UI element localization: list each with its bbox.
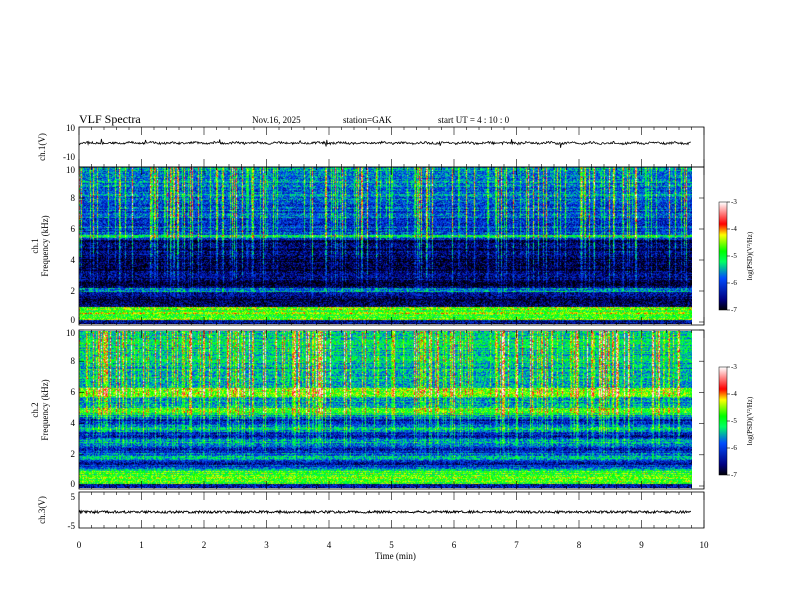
ch2-spec-frame — [78, 329, 705, 490]
x-tick-label: 6 — [451, 539, 457, 550]
ch1-freq-tick-label: 8 — [70, 192, 76, 203]
ch1-wave-tick-label: -10 — [63, 151, 75, 162]
x-tick-label: 8 — [576, 539, 582, 550]
colorbar-tick-label: -7 — [731, 471, 737, 479]
colorbar-tick-label: -3 — [731, 363, 737, 371]
ch1-freq-tick-label: 4 — [70, 254, 76, 265]
station-label: station=GAK — [343, 115, 392, 125]
ch3-waveform-line — [78, 509, 692, 515]
x-tick-label: 2 — [201, 539, 207, 550]
ch1-ylabel-line2: Frequency (kHz) — [40, 215, 50, 277]
x-tick-label: 1 — [139, 539, 144, 550]
ch1-spectrogram — [79, 167, 692, 324]
start-time-label: start UT = 4 : 10 : 0 — [438, 115, 510, 125]
ch1-ylabel-line1: ch.1 — [30, 238, 40, 254]
ch1-freq-tick-label: 0 — [70, 314, 76, 325]
ch2-ylabel-line2: Frequency (kHz) — [40, 379, 50, 441]
colorbar-frame — [718, 201, 728, 311]
ch2-freq-tick-label: 4 — [70, 418, 76, 429]
ch1-freq-tick-label: 10 — [66, 164, 75, 175]
colorbar-tick-label: -4 — [731, 390, 737, 398]
ch1-wave-tick-label: 10 — [66, 122, 75, 133]
ch2-spec-ylabel: ch.2 Frequency (kHz) — [30, 360, 50, 460]
x-tick-label: 0 — [76, 539, 82, 550]
figure-title: VLF Spectra — [79, 112, 141, 126]
x-tick-label: 7 — [514, 539, 519, 550]
colorbar-tick-label: -3 — [731, 198, 737, 206]
ch3-wave-tick-label: 5 — [70, 491, 76, 502]
x-tick-label: 3 — [264, 539, 269, 550]
ch1-colorbar — [719, 202, 727, 310]
ch1-freq-tick-label: 6 — [70, 223, 76, 234]
colorbar-tick-label: -6 — [731, 444, 737, 452]
ch1-freq-tick-label: 2 — [70, 285, 76, 296]
x-tick-label: 9 — [639, 539, 644, 550]
colorbar-frame — [718, 366, 728, 476]
x-tick-label: 5 — [389, 539, 394, 550]
ch2-colorbar — [719, 367, 727, 475]
colorbar-tick-label: -6 — [731, 279, 737, 287]
colorbar-tick-label: -5 — [731, 252, 737, 260]
ch2-freq-tick-label: 10 — [66, 327, 75, 338]
ch1-waveform-line — [78, 138, 691, 148]
ch2-colorbar-label: log(PSD)(V²/Hz) — [746, 396, 754, 446]
ch2-freq-tick-label: 6 — [70, 386, 76, 397]
ch1-spec-frame — [78, 166, 705, 326]
ch2-freq-tick-label: 0 — [70, 478, 76, 489]
colorbar-tick-label: -5 — [731, 417, 737, 425]
ch3-wave-ylabel: ch.3(V) — [37, 496, 47, 524]
ch2-freq-tick-label: 2 — [70, 449, 76, 460]
colorbar-tick-label: -7 — [731, 306, 737, 314]
ch2-spectrogram — [79, 331, 692, 488]
ch2-freq-tick-label: 8 — [70, 355, 76, 366]
ch1-spec-ylabel: ch.1 Frequency (kHz) — [30, 196, 50, 296]
ch1-wave-ylabel: ch.1(V) — [37, 133, 47, 161]
ch1-colorbar-label: log(PSD)(V²/Hz) — [746, 231, 754, 281]
x-tick-label: 10 — [699, 539, 709, 550]
ch2-ylabel-line1: ch.2 — [30, 402, 40, 418]
ch3-wave-tick-label: -5 — [67, 520, 76, 531]
x-tick-label: 4 — [326, 539, 332, 550]
colorbar-tick-label: -4 — [731, 225, 737, 233]
date-label: Nov.16, 2025 — [252, 115, 301, 125]
x-axis-label: Time (min) — [375, 551, 416, 561]
